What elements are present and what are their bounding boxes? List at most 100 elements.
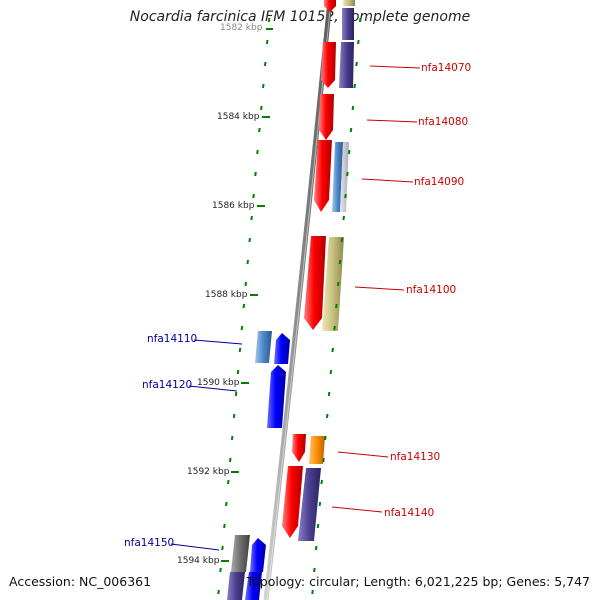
ruler-ticks xyxy=(217,17,271,595)
track-tick xyxy=(322,457,325,463)
track-tick xyxy=(351,105,355,111)
ruler-label-1584: 1584 kbp xyxy=(217,112,260,122)
track-tick xyxy=(327,391,331,397)
ruler-tick xyxy=(217,589,220,595)
gene-arrow-feature[interactable] xyxy=(227,572,245,600)
gene-label-nfa14130[interactable]: nfa14130 xyxy=(390,451,440,463)
ruler-label-1592: 1592 kbp xyxy=(187,467,230,477)
track-tick xyxy=(318,501,322,507)
map-title: Nocardia farcinica IFM 10152, complete g… xyxy=(129,9,471,25)
ruler-tick xyxy=(263,61,267,67)
gene-arrow-nfa14090[interactable] xyxy=(314,140,332,212)
track-tick xyxy=(316,523,320,529)
gene-label-nfa14120[interactable]: nfa14120 xyxy=(142,379,192,391)
track-tick xyxy=(344,193,347,199)
ruler-tick xyxy=(261,83,265,89)
gene-label-nfa14150[interactable]: nfa14150 xyxy=(124,537,174,549)
ruler-tick xyxy=(232,413,236,419)
gene-arrow-feature[interactable] xyxy=(343,0,355,6)
gene-label-nfa14070[interactable]: nfa14070 xyxy=(421,62,471,74)
ruler-tick xyxy=(234,391,238,397)
ruler-label-1594: 1594 kbp xyxy=(177,556,220,566)
track-tick xyxy=(338,259,342,265)
gene-arrow-nfa14140[interactable] xyxy=(282,466,303,538)
gene-arrow-nfa14080[interactable] xyxy=(319,94,334,140)
gene-arrow-feature[interactable] xyxy=(342,8,354,40)
track-tick xyxy=(320,479,323,485)
gene-arrow-feature[interactable] xyxy=(250,538,266,572)
ruler-tick xyxy=(228,457,232,463)
track-tick xyxy=(357,39,360,45)
ruler-label-1586: 1586 kbp xyxy=(212,201,255,211)
gene-labels-right: nfa14070 nfa14080 nfa14090 nfa14100 nfa1… xyxy=(331,62,471,519)
ruler-tick xyxy=(219,567,222,573)
gene-arrow-forward[interactable] xyxy=(324,0,336,12)
track-tick xyxy=(342,215,345,221)
track-tick xyxy=(340,237,344,243)
ruler-tick xyxy=(254,171,257,177)
gene-label-nfa14140[interactable]: nfa14140 xyxy=(384,507,434,519)
gene-arrow-nfa14150[interactable] xyxy=(231,535,250,572)
ruler-tick xyxy=(238,347,242,353)
ruler-tick xyxy=(265,39,269,45)
ruler-tick xyxy=(240,325,244,331)
ruler-tick xyxy=(223,523,226,529)
ruler-tick xyxy=(248,237,251,243)
accession-label: Accession: NC_006361 xyxy=(9,574,152,589)
gene-label-nfa14100[interactable]: nfa14100 xyxy=(406,284,456,296)
track-tick xyxy=(349,127,353,133)
gene-arrow-nfa14120[interactable] xyxy=(267,365,286,428)
track-tick xyxy=(336,281,340,287)
track-tick xyxy=(331,347,334,353)
ruler-tick xyxy=(252,193,255,199)
ruler-tick xyxy=(246,259,250,265)
gene-arrow-nfa14130[interactable] xyxy=(292,434,306,462)
genome-summary-label: Topology: circular; Length: 6,021,225 bp… xyxy=(246,574,590,589)
track-tick xyxy=(314,545,318,551)
track-tick xyxy=(346,171,349,177)
gene-label-nfa14110[interactable]: nfa14110 xyxy=(147,333,197,345)
track-tick xyxy=(335,303,338,309)
ruler-tick xyxy=(227,479,230,485)
gene-arrow-feature[interactable] xyxy=(274,333,290,364)
track-tick xyxy=(329,369,333,375)
gene-arrow-feature[interactable] xyxy=(298,468,321,541)
genome-backbone xyxy=(263,0,333,600)
ruler-labels: 1582 kbp 1584 kbp 1586 kbp 1588 kbp 1590… xyxy=(177,22,270,566)
ruler-tick xyxy=(256,149,259,155)
track-tick xyxy=(347,149,351,155)
gene-label-nfa14090[interactable]: nfa14090 xyxy=(414,176,464,188)
gene-arrow-nfa14100[interactable] xyxy=(304,236,326,330)
ruler-tick xyxy=(225,501,228,507)
track-tick xyxy=(311,589,314,595)
gene-arrow-nfa14070[interactable] xyxy=(321,42,336,88)
ruler-label-1590: 1590 kbp xyxy=(197,378,240,388)
track-tick xyxy=(324,435,327,441)
track-tick xyxy=(313,567,316,573)
ruler-label-1582: 1582 kbp xyxy=(220,23,263,33)
track-tick xyxy=(355,61,358,67)
gene-label-nfa14080[interactable]: nfa14080 xyxy=(418,116,468,128)
gene-arrow-feature[interactable] xyxy=(332,142,343,212)
gene-arrow-feature[interactable] xyxy=(322,237,344,331)
ruler-tick xyxy=(260,105,263,111)
gene-arrow-feature[interactable] xyxy=(245,572,262,600)
track-tick xyxy=(325,413,329,419)
gene-arrow-feature[interactable] xyxy=(339,42,354,88)
track-tick xyxy=(353,83,356,89)
track-tick xyxy=(333,325,336,331)
ruler-tick xyxy=(221,545,224,551)
ruler-tick xyxy=(242,303,246,309)
ruler-tick xyxy=(250,215,253,221)
gene-track-ticks xyxy=(311,17,362,595)
gene-arrow-nfa14110[interactable] xyxy=(255,331,272,363)
ruler-tick xyxy=(230,435,234,441)
ruler-tick xyxy=(258,127,261,133)
ruler-tick xyxy=(244,281,248,287)
ruler-tick xyxy=(236,369,240,375)
gene-arrow-feature[interactable] xyxy=(309,436,325,464)
ruler-label-1588: 1588 kbp xyxy=(205,290,248,300)
gene-labels-left: nfa14110 nfa14120 nfa14150 xyxy=(124,333,243,551)
